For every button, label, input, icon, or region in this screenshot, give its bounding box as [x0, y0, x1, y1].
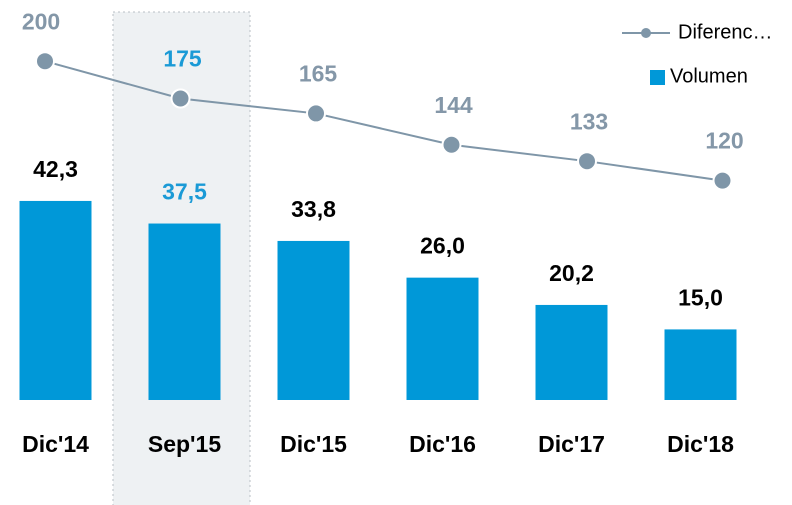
- legend-marker: [650, 70, 665, 85]
- legend-label: Volumen: [670, 65, 748, 87]
- line-point: [441, 134, 462, 155]
- x-tick-label: Dic'17: [538, 431, 605, 457]
- bar: [406, 277, 479, 400]
- x-tick-label: Dic'14: [22, 431, 89, 457]
- bar-value-label: 33,8: [291, 196, 336, 222]
- bar-value-label: 26,0: [420, 233, 465, 259]
- bar: [535, 304, 608, 400]
- legend-label: Diferenc…: [678, 21, 772, 43]
- bar-value-label: 37,5: [162, 179, 207, 205]
- line: [44, 60, 723, 182]
- bar: [148, 223, 221, 400]
- x-tick-label: Dic'16: [409, 431, 476, 457]
- bar-value-label: 20,2: [549, 260, 594, 286]
- legend-marker: [641, 28, 651, 38]
- x-tick-label: Dic'18: [667, 431, 734, 457]
- bar: [19, 200, 92, 400]
- line-value-label: 120: [705, 128, 743, 154]
- line-value-label: 144: [434, 92, 473, 118]
- line-value-label: 175: [163, 46, 202, 72]
- x-tick-label: Sep'15: [148, 431, 221, 457]
- x-tick-label: Dic'15: [280, 431, 347, 457]
- bar-value-label: 42,3: [33, 156, 78, 182]
- bar: [664, 329, 737, 400]
- line-point: [712, 170, 733, 191]
- line-point: [170, 88, 191, 109]
- line-value-label: 200: [22, 8, 60, 34]
- line-value-label: 133: [570, 108, 608, 134]
- line-point: [306, 103, 326, 124]
- line-value-label: 165: [299, 61, 338, 87]
- bar-value-label: 15,0: [678, 284, 723, 310]
- line-point: [577, 151, 597, 172]
- bar: [277, 240, 350, 400]
- line-point: [35, 51, 55, 72]
